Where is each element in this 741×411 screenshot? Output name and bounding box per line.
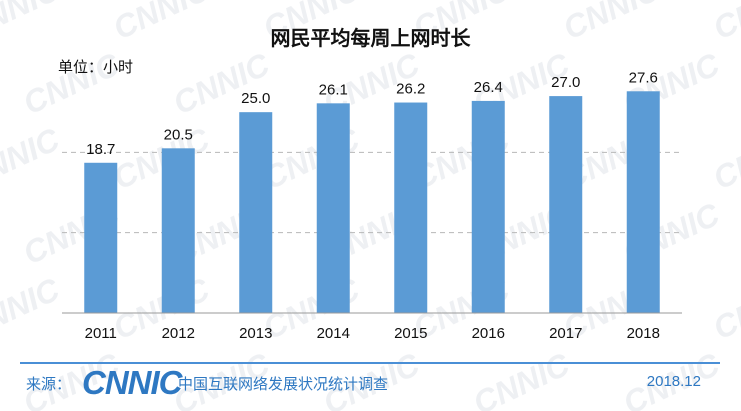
bars — [84, 91, 660, 314]
bar-value-label: 18.7 — [86, 141, 115, 158]
report-date: 2018.12 — [646, 373, 701, 390]
bar — [394, 102, 428, 313]
bar-value-label: 26.1 — [319, 81, 348, 98]
bar — [161, 148, 195, 313]
x-tick-label: 2015 — [394, 325, 427, 342]
x-tick-label: 2017 — [549, 325, 582, 342]
x-tick-label: 2014 — [317, 325, 350, 342]
x-tick-label: 2011 — [85, 325, 117, 342]
bar — [84, 162, 118, 313]
bar-value-label: 25.0 — [241, 90, 270, 107]
bar-value-label: 20.5 — [164, 126, 193, 143]
bar — [549, 96, 583, 313]
value-labels: 18.7 20.5 25.0 26.1 26.2 26.4 27.0 27.6 — [86, 69, 658, 157]
x-tick-label: 2018 — [627, 325, 660, 342]
organization-name: 中国互联网络发展状况统计调查 — [178, 375, 389, 393]
chart-title: 网民平均每周上网时长 — [270, 26, 471, 50]
bar — [626, 91, 660, 313]
x-tick-labels: 2011 2012 2013 2014 2015 2016 2017 2018 — [85, 325, 660, 342]
gridlines — [62, 151, 682, 234]
bar-chart: 18.720.525.026.1 26.2 26.4 27.0 27.6 2011 201… — [62, 69, 682, 342]
x-tick-label: 2013 — [239, 325, 272, 342]
bar — [471, 100, 505, 313]
bar — [316, 103, 350, 313]
bar-value-label: 27.0 — [551, 74, 580, 91]
x-tick-label: 2012 — [162, 325, 195, 342]
bar — [239, 112, 273, 314]
source-label: 来源： — [26, 375, 72, 393]
x-tick-label: 2016 — [472, 325, 505, 342]
footer-divider — [20, 362, 720, 364]
bar-value-label: 26.2 — [396, 81, 425, 98]
bar-value-label: 27.6 — [629, 69, 658, 86]
unit-label: 单位：小时 — [58, 58, 134, 76]
cnnic-logo: CNNIC — [82, 364, 182, 401]
bar-value-label: 26.4 — [474, 79, 503, 96]
